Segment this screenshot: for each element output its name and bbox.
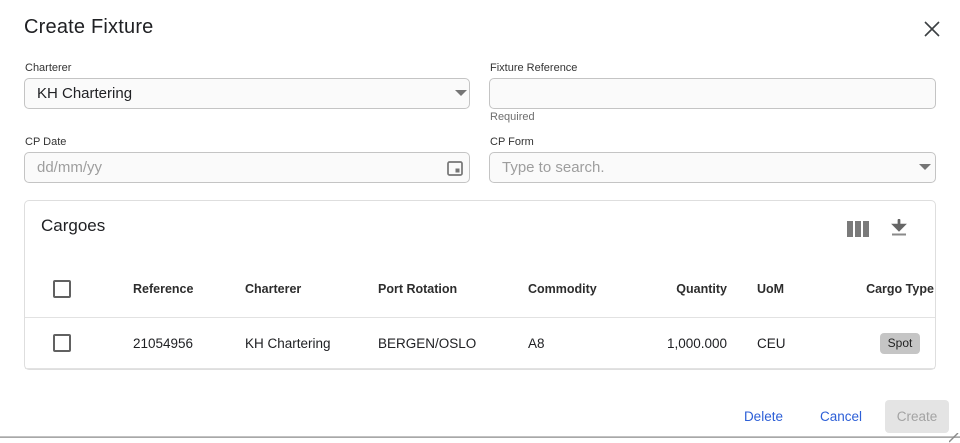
- cargoes-table: Reference Charterer Port Rotation Commod…: [25, 261, 935, 369]
- cell-quantity: 1,000.000: [666, 335, 727, 351]
- column-header-quantity: Quantity: [676, 282, 727, 296]
- select-all-checkbox[interactable]: [53, 280, 71, 298]
- page-title: Create Fixture: [24, 16, 154, 38]
- dialog-actions: Delete Cancel Create: [744, 400, 949, 433]
- cell-reference: 21054956: [133, 335, 194, 351]
- row-checkbox[interactable]: [53, 334, 71, 352]
- required-helper-text: Required: [490, 111, 535, 123]
- status-badge: Spot: [879, 332, 921, 354]
- chevron-down-icon: [455, 90, 467, 96]
- close-icon[interactable]: [920, 17, 944, 41]
- charterer-select[interactable]: [24, 78, 470, 109]
- cp-date-label: CP Date: [25, 136, 67, 148]
- delete-button[interactable]: Delete: [743, 409, 783, 424]
- column-header-charterer: Charterer: [245, 282, 302, 296]
- cp-form-search-input[interactable]: [489, 152, 936, 183]
- charterer-label: Charterer: [25, 62, 72, 74]
- cell-charterer: KH Chartering: [245, 335, 331, 351]
- column-header-port-rotation: Port Rotation: [378, 282, 458, 296]
- column-header-uom: UoM: [757, 282, 785, 296]
- cargoes-card: Cargoes Reference Charterer Port Rotatio…: [24, 200, 936, 370]
- cancel-button[interactable]: Cancel: [819, 409, 862, 424]
- calendar-icon[interactable]: [446, 159, 464, 177]
- column-header-cargo-type: Cargo Type: [866, 282, 934, 296]
- download-icon[interactable]: [891, 219, 907, 243]
- column-header-reference: Reference: [133, 282, 194, 296]
- cell-commodity: A8: [528, 335, 545, 351]
- dialog-bottom-edge: [0, 436, 960, 438]
- cp-date-input[interactable]: [24, 152, 470, 183]
- fixture-reference-label: Fixture Reference: [490, 62, 578, 74]
- cp-form-label: CP Form: [490, 136, 534, 148]
- cell-port-rotation: BERGEN/OSLO: [378, 335, 477, 351]
- table-header-row: Reference Charterer Port Rotation Commod…: [25, 261, 935, 318]
- chevron-down-icon: [919, 164, 931, 170]
- create-button[interactable]: Create: [885, 400, 949, 433]
- cell-uom: CEU: [757, 335, 786, 351]
- fixture-reference-input[interactable]: [489, 78, 936, 109]
- columns-icon[interactable]: [847, 221, 869, 242]
- resize-grip-icon[interactable]: [948, 430, 959, 443]
- column-header-commodity: Commodity: [528, 282, 597, 296]
- cargoes-title: Cargoes: [41, 216, 106, 235]
- table-row[interactable]: 21054956 KH Chartering BERGEN/OSLO A8 1,…: [25, 318, 935, 369]
